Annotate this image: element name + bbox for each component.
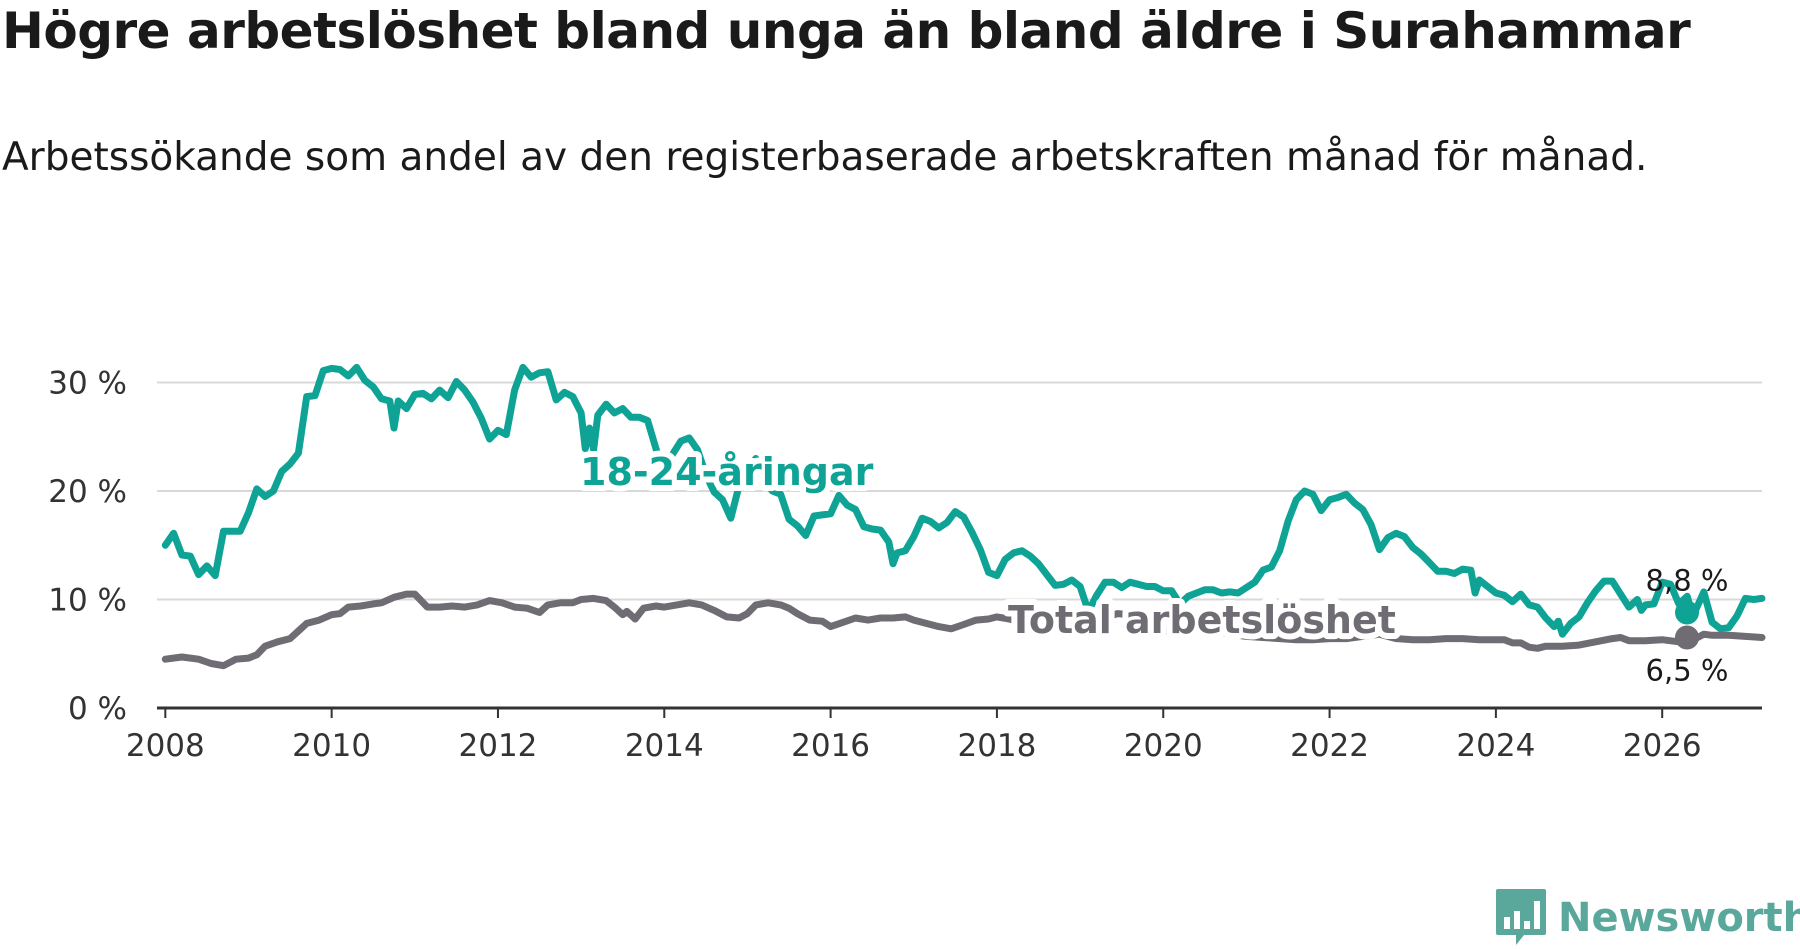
x-tick-label: 2014 (625, 728, 704, 764)
series-label-youth-halo: 18-24-åringar (580, 450, 874, 494)
x-tick-label: 2020 (1124, 728, 1203, 764)
series-label-total-halo: Total arbetslöshet (1008, 598, 1396, 642)
end-label-total: 6,5 % (1646, 653, 1729, 687)
x-tick-label: 2026 (1623, 728, 1702, 764)
x-tick-label: 2008 (126, 728, 205, 764)
y-tick-label: 30 % (48, 366, 127, 402)
x-tick-label: 2016 (791, 728, 870, 764)
end-dot-total (1675, 625, 1699, 650)
chart-subtitle: Arbetssökande som andel av den registerb… (2, 135, 1648, 180)
brand-name: Newsworthy (1558, 895, 1800, 941)
y-tick-label: 20 % (48, 474, 127, 510)
series-label-youth: 18-24-åringar (580, 450, 874, 494)
x-tick-label: 2024 (1456, 728, 1535, 764)
series-label-total: Total arbetslöshet (1008, 598, 1396, 642)
series-line-youth (161, 363, 1766, 638)
end-label-youth: 8,8 % (1646, 564, 1729, 598)
chart-title: Högre arbetslöshet bland unga än bland ä… (2, 2, 1691, 60)
x-tick-label: 2022 (1290, 728, 1369, 764)
x-tick-label: 2010 (292, 728, 371, 764)
y-tick-label: 10 % (48, 583, 127, 619)
x-tick-label: 2018 (957, 728, 1036, 764)
end-dot-youth (1675, 600, 1699, 625)
series-line-total (161, 590, 1766, 670)
newsworthy-logo-icon (1496, 889, 1546, 945)
y-tick-label: 0 % (68, 691, 127, 727)
x-tick-label: 2012 (459, 728, 538, 764)
brand-logo: Newsworthy (1494, 887, 1800, 949)
